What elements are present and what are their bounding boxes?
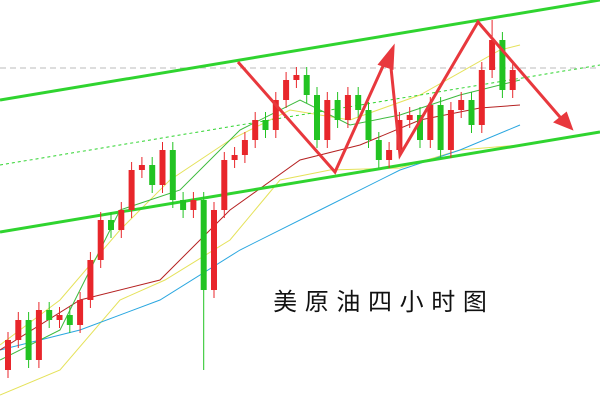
candle-body — [447, 110, 454, 150]
candle-body — [15, 320, 22, 340]
ma-long — [0, 124, 521, 351]
candle-body — [180, 200, 187, 210]
candle-body — [35, 310, 42, 360]
candle-body — [489, 40, 496, 70]
candle-body — [334, 100, 341, 120]
candle-body — [406, 115, 413, 120]
arrow-path — [388, 19, 568, 160]
candle-body — [272, 100, 279, 130]
candle-body — [314, 95, 320, 140]
candle-body — [478, 70, 485, 125]
candle-body — [427, 105, 434, 140]
candle-body — [509, 70, 516, 90]
candle-body — [283, 80, 290, 100]
candle-body — [169, 150, 176, 200]
arrow-head — [377, 43, 395, 71]
candle-body — [200, 200, 207, 290]
candle-body — [231, 155, 238, 160]
candle-body — [118, 210, 125, 230]
candle-body — [128, 170, 135, 210]
candle-body — [293, 75, 300, 80]
ma-mid — [0, 104, 521, 351]
candle-body — [56, 315, 63, 320]
candle-body — [262, 120, 269, 130]
channel-upper — [0, 0, 600, 102]
candle-body — [375, 140, 382, 160]
candle-body — [159, 150, 166, 185]
candle-body — [437, 105, 444, 150]
candle-body — [355, 95, 362, 110]
candle-body — [468, 100, 475, 125]
arrow-head — [553, 111, 574, 131]
candle-body — [97, 220, 104, 260]
candles — [5, 20, 516, 378]
band-lower — [0, 144, 521, 396]
arrows — [236, 19, 574, 175]
candle-body — [108, 220, 114, 230]
candle-body — [303, 75, 310, 95]
candle-body — [252, 120, 259, 140]
candle-body — [87, 260, 94, 300]
candle-body — [417, 115, 423, 140]
candle-body — [190, 200, 197, 210]
candle-body — [211, 210, 217, 290]
channel-lower — [0, 130, 600, 234]
candle-body — [25, 320, 32, 360]
candle-body — [386, 150, 393, 160]
candle-body — [499, 40, 506, 90]
chart-title: 美 原 油 四 小 时 图 — [273, 288, 487, 316]
candle-body — [458, 100, 465, 110]
candle-body — [365, 110, 372, 140]
candle-body — [344, 95, 351, 120]
candle-body — [5, 340, 11, 370]
candle-body — [66, 315, 73, 325]
arrow-path — [236, 54, 390, 175]
candle-body — [138, 165, 145, 170]
candle-body — [149, 165, 156, 185]
candle-body — [241, 140, 248, 155]
candle-body — [221, 160, 228, 210]
candle-body — [46, 310, 53, 320]
candle-body — [324, 100, 331, 140]
candle-body — [77, 300, 84, 325]
